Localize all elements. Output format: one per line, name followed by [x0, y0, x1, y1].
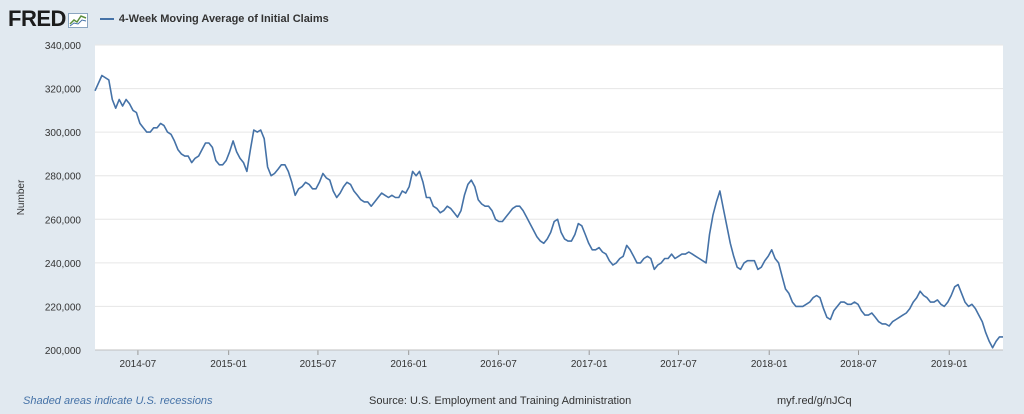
plot-area: [95, 45, 1003, 350]
y-tick-label: 240,000: [45, 259, 82, 270]
source-note: Source: U.S. Employment and Training Adm…: [369, 395, 632, 407]
x-axis-ticks: 2014-07 2015-01 2015-07 2016-01 2016-07 2017-…: [95, 349, 1003, 370]
y-tick-label: 280,000: [45, 172, 82, 183]
y-tick-label: 260,000: [45, 215, 82, 226]
fred-graph-icon: [67, 13, 88, 28]
y-axis-label: Number: [16, 179, 27, 215]
y-tick-label: 320,000: [45, 85, 82, 96]
y-tick-label: 220,000: [45, 302, 82, 313]
x-tick-label: 2015-01: [210, 359, 247, 370]
x-tick-label: 2015-07: [300, 359, 337, 370]
fred-logo[interactable]: FRED: [8, 6, 88, 32]
y-axis-ticks: 200,000 220,000 240,000 260,000 280,000 300,0…: [45, 41, 82, 357]
x-tick-label: 2016-07: [480, 359, 517, 370]
x-tick-label: 2014-07: [120, 359, 157, 370]
recession-note: Shaded areas indicate U.S. recessions: [23, 395, 213, 407]
x-tick-label: 2018-01: [751, 359, 788, 370]
chart-header: FRED 4-Week Moving Average of Initial Cl…: [8, 6, 329, 32]
x-tick-label: 2018-07: [840, 359, 877, 370]
x-tick-label: 2016-01: [390, 359, 427, 370]
fred-logo-text: FRED: [8, 6, 66, 31]
x-tick-label: 2017-07: [660, 359, 697, 370]
legend: 4-Week Moving Average of Initial Claims: [99, 13, 329, 25]
legend-label: 4-Week Moving Average of Initial Claims: [118, 13, 329, 25]
series-line-initial-claims[interactable]: [94, 74, 1003, 349]
y-tick-label: 200,000: [45, 346, 82, 357]
legend-swatch: [99, 18, 114, 20]
short-link[interactable]: myf.red/g/nJCq: [777, 395, 852, 407]
x-tick-label: 2017-01: [571, 359, 608, 370]
y-tick-label: 340,000: [45, 41, 82, 52]
y-tick-label: 300,000: [45, 128, 82, 139]
x-tick-label: 2019-01: [931, 359, 968, 370]
